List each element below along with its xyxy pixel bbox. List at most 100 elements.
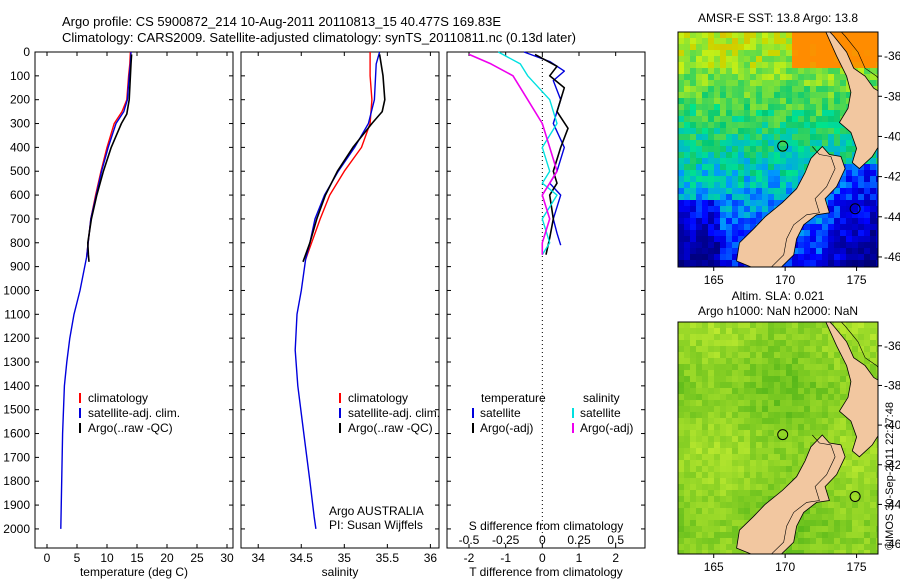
panel-difference: -2 -1 0 1 2T difference from climatology -0.5… xyxy=(446,51,646,579)
annotation: Argo AUSTRALIA xyxy=(329,504,424,518)
legend-label: climatology xyxy=(88,391,148,405)
map-subtitle: Argo h1000: NaN h2000: NaN xyxy=(698,304,858,318)
y-tick-label: 1900 xyxy=(3,498,30,512)
x-tick-label: -1 xyxy=(500,551,511,565)
panel-sla_map: 165 170 175 -36 -38 -40 -42 -44 -46 Altim. SLA: 0… xyxy=(677,289,900,574)
map-field xyxy=(678,32,878,267)
x-axis-label: T difference from climatology xyxy=(469,565,623,579)
x-tick-label: -2 xyxy=(464,551,475,565)
y-tick-label: 600 xyxy=(10,188,30,202)
x-tick-label: 0 xyxy=(44,551,51,565)
bathymetry-contour xyxy=(840,322,878,369)
x-tick-label: 25 xyxy=(190,551,204,565)
y-tick-label: -44 xyxy=(884,497,900,511)
y-tick-label: 400 xyxy=(10,140,30,154)
salinity-tick-label: -0.25 xyxy=(492,533,520,547)
y-tick-label: 500 xyxy=(10,164,30,178)
series-line-argo-raw-qc- xyxy=(87,54,133,262)
legend-label: Argo(-adj) xyxy=(480,421,533,435)
x-tick-label: 36 xyxy=(424,551,438,565)
panel-salinity: 34 34.5 35 35.5 36 salinity climatologysatelli… xyxy=(240,51,440,579)
x-tick-label: 2 xyxy=(612,551,619,565)
argo-float-marker xyxy=(777,429,789,441)
x-tick-label: 35 xyxy=(338,551,352,565)
land-south-island xyxy=(736,434,846,554)
y-tick-label: 800 xyxy=(10,236,30,250)
annotation: PI: Susan Wijffels xyxy=(329,518,423,532)
y-tick-label: 200 xyxy=(10,93,30,107)
x-tick-label: 34.5 xyxy=(290,551,314,565)
salinity-tick-label: 0.5 xyxy=(607,533,624,547)
y-tick-label: 1000 xyxy=(3,283,30,297)
y-tick-label: 1200 xyxy=(3,331,30,345)
x-tick-label: 170 xyxy=(775,560,795,574)
x-tick-label: 30 xyxy=(220,551,234,565)
imos-watermark: ©IMOS 30-Sep-2011 22:27:48 xyxy=(884,402,896,550)
nearby-float-marker xyxy=(849,490,861,502)
x-tick-label: 175 xyxy=(847,273,867,287)
x-tick-label: 165 xyxy=(704,273,724,287)
series-line-climatology xyxy=(304,52,373,260)
x-tick-label: 10 xyxy=(100,551,114,565)
y-tick-label: 900 xyxy=(10,260,30,274)
map-title: AMSR-E SST: 13.8 Argo: 13.8 xyxy=(698,11,858,25)
salinity-axis-label: S difference from climatology xyxy=(469,519,624,533)
x-tick-label: 0 xyxy=(539,551,546,565)
y-tick-label: -42 xyxy=(884,170,900,184)
salinity-tick-label: -0.5 xyxy=(459,533,480,547)
y-tick-label: -44 xyxy=(884,210,900,224)
y-tick-label: 1400 xyxy=(3,379,30,393)
legend-label: Argo(..raw -QC) xyxy=(88,421,173,435)
land-south-island xyxy=(736,145,846,267)
legend-label: satellite-adj. clim. xyxy=(348,406,440,420)
y-tick-label: -36 xyxy=(884,339,900,353)
y-tick-label: -42 xyxy=(884,458,900,472)
legend-label: climatology xyxy=(348,391,408,405)
y-tick-label: 1500 xyxy=(3,403,30,417)
legend-title: salinity xyxy=(583,391,620,405)
panel-frame xyxy=(34,51,234,549)
series-line-satellite-adj-clim- xyxy=(294,51,381,529)
figure-title-line2: Climatology: CARS2009. Satellite-adjuste… xyxy=(62,30,576,45)
series-line-satellite-adj-clim- xyxy=(60,51,132,529)
series-line-argo-raw-qc- xyxy=(302,54,386,263)
salinity-tick-label: 0.25 xyxy=(567,533,591,547)
nearby-float-marker xyxy=(849,203,861,215)
y-tick-label: -46 xyxy=(884,250,900,264)
x-tick-label: 165 xyxy=(704,560,724,574)
y-tick-label: 100 xyxy=(10,69,30,83)
x-axis-label: salinity xyxy=(322,565,359,579)
y-tick-label: 300 xyxy=(10,117,30,131)
legend-title: temperature xyxy=(481,391,546,405)
y-tick-label: 1600 xyxy=(3,427,30,441)
x-tick-label: 175 xyxy=(847,560,867,574)
y-tick-label: 1700 xyxy=(3,450,30,464)
y-tick-label: -38 xyxy=(884,89,900,103)
legend-label: Argo(..raw -QC) xyxy=(348,421,433,435)
land-north-island xyxy=(825,32,878,170)
y-tick-label: 700 xyxy=(10,212,30,226)
x-tick-label: 35.5 xyxy=(376,551,400,565)
series-line-s-satellite xyxy=(497,51,558,256)
panel-frame xyxy=(446,51,646,549)
land-north-island xyxy=(825,322,878,458)
panel-temperature: 0100200300400500600700800900100011001200… xyxy=(3,45,234,579)
map-frame xyxy=(677,321,879,555)
argo-float-marker xyxy=(777,140,789,152)
y-tick-label: 1300 xyxy=(3,355,30,369)
x-tick-label: 15 xyxy=(130,551,144,565)
x-tick-label: 1 xyxy=(576,551,583,565)
y-tick-label: 0 xyxy=(23,45,30,59)
map-title: Altim. SLA: 0.021 xyxy=(732,289,825,303)
series-line-t-argo-adj- xyxy=(534,53,569,255)
y-tick-label: 1800 xyxy=(3,474,30,488)
salinity-tick-label: 0 xyxy=(539,533,546,547)
series-line-s-argo-adj- xyxy=(468,53,558,255)
y-tick-label: -40 xyxy=(884,418,900,432)
legend-label: satellite-adj. clim. xyxy=(88,406,180,420)
panel-frame xyxy=(240,51,440,549)
bathymetry-contour xyxy=(771,434,836,554)
figure-title-line1: Argo profile: CS 5900872_214 10-Aug-2011… xyxy=(62,14,501,29)
